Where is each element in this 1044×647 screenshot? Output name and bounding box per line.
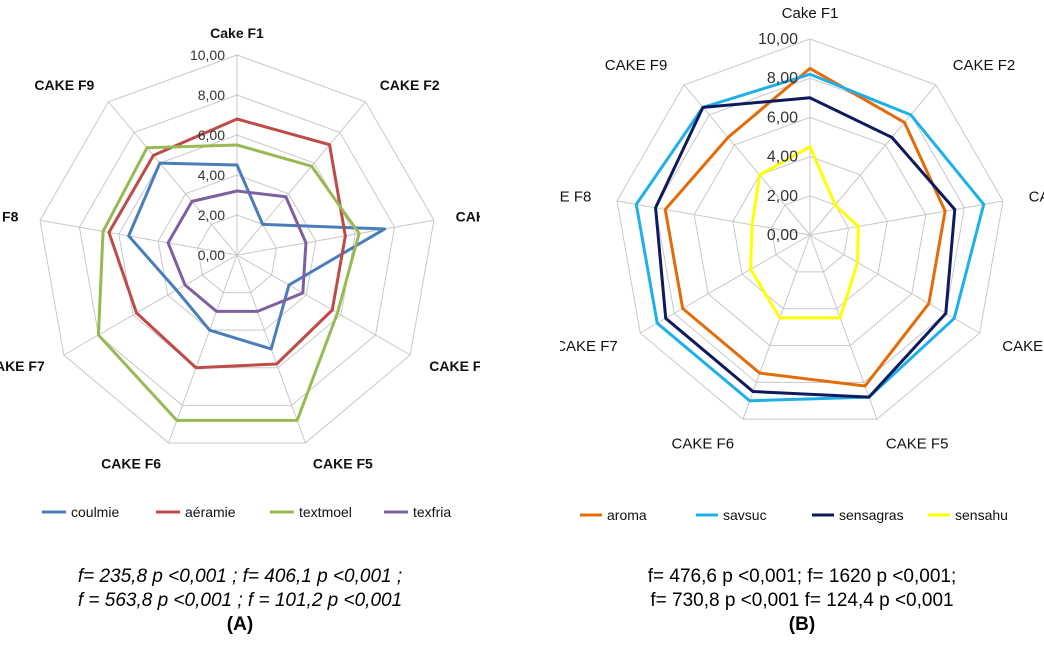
radar-grid <box>39 54 435 444</box>
grid-spoke <box>809 234 980 334</box>
axis-label: CAKE F9 <box>605 57 668 74</box>
caption-a-line1: f= 235,8 p <0,001 ; f= 406,1 p <0,001 ; <box>77 566 403 587</box>
series-line-savsuc <box>634 72 986 403</box>
axis-label: CAKE F3 <box>456 208 480 224</box>
panel-label-b: (B) <box>788 614 816 635</box>
grid-spoke <box>63 254 238 356</box>
legend-label: savsuc <box>723 507 767 523</box>
axis-label: CAKE F3 <box>1029 188 1044 205</box>
series-line-textmoel <box>96 143 361 422</box>
legend-label: sensahu <box>955 507 1008 523</box>
grid-spoke <box>108 101 238 256</box>
grid-ring <box>655 77 965 383</box>
axis-label: CAKE F8 <box>560 188 591 205</box>
series-line-texfria <box>166 189 308 313</box>
grid-ring <box>157 174 317 331</box>
grid-spoke <box>39 219 238 256</box>
caption-b: f= 476,6 p <0,001; f= 1620 p <0,001; f= … <box>560 565 1044 637</box>
axis-label: CAKE F6 <box>101 456 161 472</box>
grid-ring <box>770 195 850 273</box>
grid-spoke <box>809 84 937 236</box>
series-line-sensahu <box>749 145 860 320</box>
grid-spoke <box>168 254 238 444</box>
legend-label: aroma <box>607 507 647 523</box>
axis-label: CAKE F7 <box>560 338 618 355</box>
axis-label: CAKE F4 <box>1002 338 1044 355</box>
tick-label: 10,00 <box>758 31 798 48</box>
legend-label: textmoel <box>299 504 352 520</box>
legend-label: coulmie <box>71 504 119 520</box>
tick-label: 2,00 <box>198 207 225 223</box>
tick-label: 2,00 <box>767 188 798 205</box>
series-line-sensagras <box>654 96 957 399</box>
axis-label: CAKE F9 <box>34 77 94 93</box>
legend: coulmie aéramie textmoel texfria <box>42 504 451 520</box>
grid-ring <box>732 156 888 310</box>
series-line-aroma <box>663 66 947 388</box>
series-line-aéramie <box>107 117 347 370</box>
axis-label: Cake F1 <box>782 5 839 22</box>
tick-label: 4,00 <box>198 167 225 183</box>
axis-label: CAKE F5 <box>313 456 373 472</box>
series-line-coulmie <box>127 161 387 351</box>
caption-a-line2: f = 563,8 p <0,001 ; f = 101,2 p <0,001 <box>77 590 403 611</box>
grid-spoke <box>742 234 811 420</box>
axis-label: CAKE F2 <box>380 77 440 93</box>
radar-grid <box>616 38 1004 420</box>
tick-label: 6,00 <box>767 109 798 126</box>
grid-ring <box>78 94 396 406</box>
grid-spoke <box>236 101 366 256</box>
radar-chart-a-svg: 0,00 2,00 4,00 6,00 8,00 10,00 Cake F1 CAKE F2 C… <box>0 25 516 520</box>
tick-label: 8,00 <box>767 70 798 87</box>
grid-ring <box>39 54 435 444</box>
axis-label: CAKE F4 <box>429 358 480 374</box>
panel-label-a: (A) <box>226 614 254 635</box>
grid-spoke <box>640 234 811 334</box>
grid-ring <box>693 116 927 347</box>
legend: aroma savsuc sensagras sensahu <box>580 507 1008 523</box>
axis-label: CAKE F5 <box>886 436 949 453</box>
grid-spoke <box>809 234 878 420</box>
radar-chart-b-svg: 0,00 2,00 4,00 6,00 8,00 10,00 Cake F1 CAKE F2 C… <box>529 5 1044 523</box>
grid-ring <box>616 38 1004 420</box>
axis-label: CAKE F8 <box>0 208 19 224</box>
tick-label: 10,00 <box>190 47 225 63</box>
radar-chart-b: 0,00 2,00 4,00 6,00 8,00 10,00 Cake F1 CAKE F2 C… <box>529 0 1044 647</box>
caption-a: f= 235,8 p <0,001 ; f= 406,1 p <0,001 ; … <box>0 565 480 637</box>
caption-b-line2: f= 730,8 p <0,001 f= 124,4 p <0,001 <box>650 590 954 611</box>
grid-spoke <box>809 200 1004 236</box>
tick-label: 0,00 <box>198 247 225 263</box>
radar-chart-a: 0,00 2,00 4,00 6,00 8,00 10,00 Cake F1 CAKE F2 C… <box>0 0 516 647</box>
legend-label: sensagras <box>839 507 904 523</box>
caption-b-line1: f= 476,6 p <0,001; f= 1620 p <0,001; <box>647 566 957 587</box>
tick-label: 8,00 <box>198 87 225 103</box>
grid-spoke <box>236 219 435 256</box>
legend-label: aéramie <box>185 504 236 520</box>
legend-label: texfria <box>413 504 451 520</box>
axis-label: CAKE F2 <box>953 57 1016 74</box>
tick-label: 4,00 <box>767 149 798 166</box>
axis-label: Cake F1 <box>210 25 264 41</box>
grid-spoke <box>683 84 811 236</box>
tick-label: 0,00 <box>767 227 798 244</box>
grid-ring <box>197 214 277 294</box>
tick-label: 6,00 <box>198 127 225 143</box>
axis-label: CAKE F6 <box>672 436 735 453</box>
grid-spoke <box>236 254 411 356</box>
grid-spoke <box>616 200 811 236</box>
axis-label: CAKE F7 <box>0 358 45 374</box>
